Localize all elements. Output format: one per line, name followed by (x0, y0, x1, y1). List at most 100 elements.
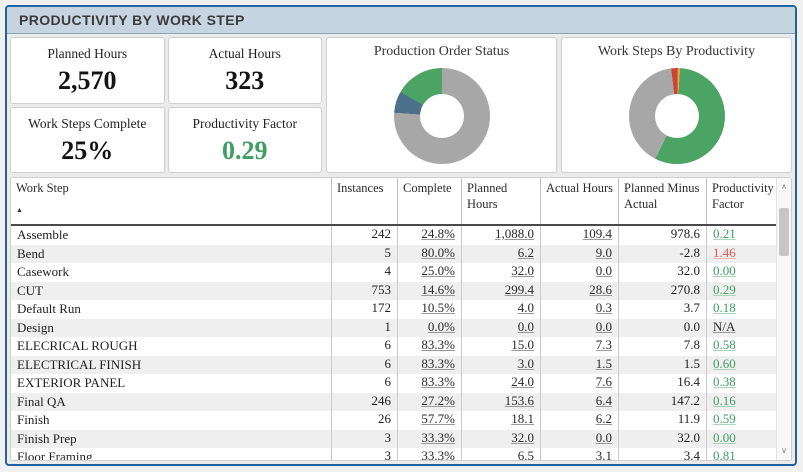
productivity-factor-link[interactable]: 0.16 (713, 392, 736, 408)
actual-hours-link[interactable]: 3.1 (595, 448, 612, 460)
complete-link[interactable]: 83.3% (421, 337, 455, 352)
complete-link[interactable]: 10.5% (421, 300, 455, 315)
column-header-planned-minus-actual[interactable]: Planned Minus Actual (618, 178, 706, 224)
cell-actual-hours: 28.6 (540, 281, 618, 300)
planned-hours-link[interactable]: 1,088.0 (495, 226, 534, 241)
actual-hours-link[interactable]: 9.0 (595, 244, 612, 260)
actual-hours-link[interactable]: 7.3 (595, 337, 612, 352)
column-header-work-step[interactable]: Work Step ▲ (11, 178, 331, 224)
actual-hours-link[interactable]: 0.0 (595, 429, 612, 445)
kpi-value: 2,570 (58, 66, 117, 96)
productivity-factor-link[interactable]: 0.00 (713, 263, 736, 278)
productivity-factor-link[interactable]: 0.21 (713, 226, 736, 241)
work-step-table: Work Step ▲ Instances Complete Planned H… (11, 178, 776, 460)
planned-hours-link[interactable]: 24.0 (511, 374, 534, 389)
table-row: ELECRICAL ROUGH 6 83.3% 15.0 7.3 7.8 0.58 (11, 337, 776, 356)
scrollbar-up-arrow-icon[interactable]: ∧ (781, 182, 787, 191)
complete-link[interactable]: 57.7% (421, 411, 455, 426)
column-header-actual-hours[interactable]: Actual Hours (540, 178, 618, 224)
actual-hours-link[interactable]: 28.6 (589, 281, 612, 297)
actual-hours-link[interactable]: 6.4 (595, 392, 612, 408)
cell-actual-hours: 0.3 (540, 300, 618, 319)
column-header-complete[interactable]: Complete (397, 178, 461, 224)
complete-link[interactable]: 83.3% (421, 374, 455, 389)
work-steps-by-productivity-donut-chart[interactable] (628, 68, 725, 164)
complete-link[interactable]: 33.3% (421, 429, 455, 445)
planned-hours-link[interactable]: 32.0 (511, 429, 534, 445)
productivity-factor-link[interactable]: 0.81 (713, 448, 736, 460)
actual-hours-link[interactable]: 1.5 (595, 355, 612, 371)
planned-hours-link[interactable]: 4.0 (517, 300, 534, 315)
complete-link[interactable]: 83.3% (421, 355, 455, 371)
productivity-factor-link[interactable]: 0.18 (713, 300, 736, 315)
cell-productivity-factor: 0.59 (706, 411, 776, 430)
scrollbar-down-arrow-icon[interactable]: ∨ (781, 446, 787, 455)
sort-ascending-icon[interactable]: ▲ (16, 205, 23, 214)
cell-planned-minus-actual: 0.0 (618, 318, 706, 337)
kpi-value: 323 (225, 66, 265, 96)
cell-work-step: ELECTRICAL FINISH (17, 356, 142, 372)
cell-actual-hours: 3.1 (540, 448, 618, 460)
complete-link[interactable]: 14.6% (421, 281, 455, 297)
cell-instances: 5 (331, 244, 397, 263)
kpi-label: Productivity Factor (192, 115, 298, 131)
actual-hours-link[interactable]: 109.4 (582, 226, 612, 241)
planned-hours-link[interactable]: 153.6 (504, 392, 534, 408)
cell-productivity-factor: 0.16 (706, 392, 776, 411)
actual-hours-link[interactable]: 7.6 (595, 374, 612, 389)
cell-actual-hours: 0.0 (540, 263, 618, 282)
productivity-factor-link[interactable]: N/A (713, 318, 736, 334)
cell-planned-hours: 3.0 (461, 355, 540, 374)
chart-panel-work-steps-by-productivity: Work Steps By Productivity (561, 37, 792, 173)
planned-hours-link[interactable]: 299.4 (504, 281, 534, 297)
complete-link[interactable]: 0.0% (427, 318, 455, 334)
chart-panel-production-order-status: Production Order Status (326, 37, 557, 173)
scrollbar-thumb[interactable] (779, 208, 789, 256)
complete-link[interactable]: 33.3% (421, 448, 455, 460)
column-header-planned-hours[interactable]: Planned Hours (461, 178, 540, 224)
planned-hours-link[interactable]: 0.0 (517, 318, 534, 334)
cell-planned-minus-actual: 3.4 (618, 448, 706, 460)
productivity-factor-link[interactable]: 1.46 (713, 244, 736, 260)
cell-actual-hours: 0.0 (540, 429, 618, 448)
cell-planned-hours: 153.6 (461, 392, 540, 411)
productivity-factor-link[interactable]: 0.00 (713, 429, 736, 445)
actual-hours-link[interactable]: 0.0 (595, 318, 612, 334)
cell-instances: 6 (331, 337, 397, 356)
planned-hours-link[interactable]: 32.0 (511, 263, 534, 278)
cell-actual-hours: 9.0 (540, 244, 618, 263)
table-vertical-scrollbar[interactable]: ∧ ∨ (776, 178, 791, 460)
widget-titlebar[interactable]: PRODUCTIVITY BY WORK STEP (7, 7, 795, 34)
productivity-factor-link[interactable]: 0.58 (713, 337, 736, 352)
productivity-factor-link[interactable]: 0.38 (713, 374, 736, 389)
productivity-factor-link[interactable]: 0.29 (713, 281, 736, 297)
production-order-status-donut-chart[interactable] (393, 68, 490, 164)
column-header-instances[interactable]: Instances (331, 178, 397, 224)
cell-instances: 26 (331, 411, 397, 430)
complete-link[interactable]: 25.0% (421, 263, 455, 278)
table-row: Final QA 246 27.2% 153.6 6.4 147.2 0.16 (11, 392, 776, 411)
complete-link[interactable]: 27.2% (421, 392, 455, 408)
planned-hours-link[interactable]: 18.1 (511, 411, 534, 426)
planned-hours-link[interactable]: 3.0 (517, 355, 534, 371)
productivity-factor-link[interactable]: 0.60 (713, 355, 736, 371)
chart-title: Work Steps By Productivity (597, 44, 756, 59)
cell-planned-minus-actual: 32.0 (618, 263, 706, 282)
complete-link[interactable]: 80.0% (421, 244, 455, 260)
planned-hours-link[interactable]: 6.5 (517, 448, 534, 460)
table-row: Assemble 242 24.8% 1,088.0 109.4 978.6 0.21 (11, 226, 776, 245)
planned-hours-link[interactable]: 15.0 (511, 337, 534, 352)
cell-complete: 57.7% (397, 411, 461, 430)
kpi-card-planned-hours: Planned Hours 2,570 (10, 37, 165, 104)
column-header-productivity-factor[interactable]: Productivity Factor (706, 178, 776, 224)
cell-planned-minus-actual: 3.7 (618, 300, 706, 319)
cell-actual-hours: 0.0 (540, 318, 618, 337)
actual-hours-link[interactable]: 0.0 (595, 263, 612, 278)
actual-hours-link[interactable]: 6.2 (595, 411, 612, 426)
actual-hours-link[interactable]: 0.3 (595, 300, 612, 315)
table-row: Finish Prep 3 33.3% 32.0 0.0 32.0 0.00 (11, 429, 776, 448)
productivity-factor-link[interactable]: 0.59 (713, 411, 736, 426)
complete-link[interactable]: 24.8% (421, 226, 455, 241)
planned-hours-link[interactable]: 6.2 (517, 244, 534, 260)
cell-planned-minus-actual: 32.0 (618, 429, 706, 448)
